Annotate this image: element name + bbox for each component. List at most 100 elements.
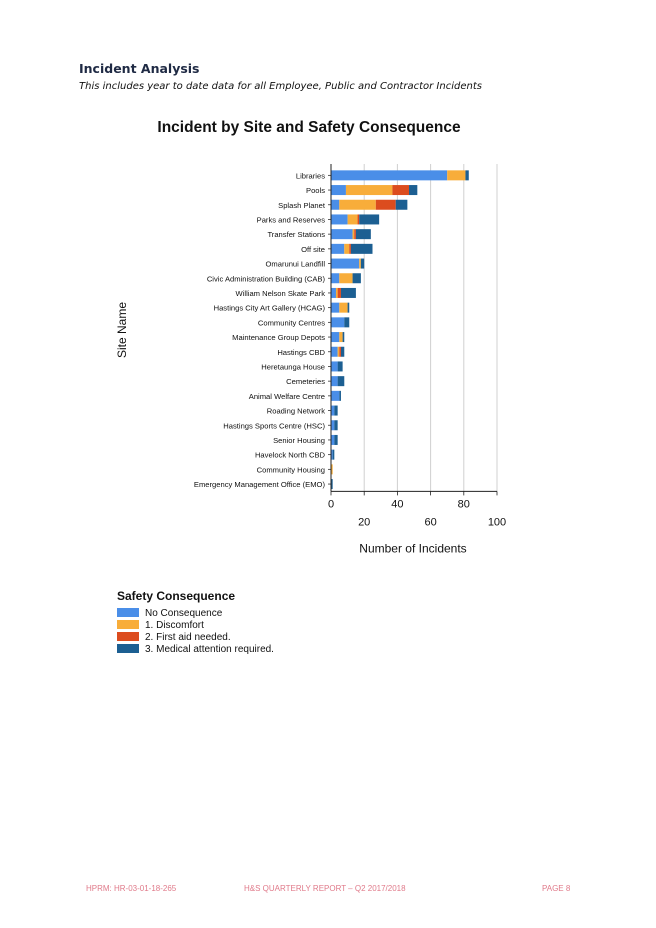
bar-12-series-0 xyxy=(331,346,338,357)
bar-8-series-1 xyxy=(335,287,338,298)
bar-14-series-3 xyxy=(337,376,345,387)
bar-11-series-3 xyxy=(342,332,345,343)
bar-6-series-3 xyxy=(360,258,365,269)
legend-label-1: 1. Discomfort xyxy=(145,620,204,631)
legend-label-3: 3. Medical attention required. xyxy=(145,644,274,655)
bar-7-series-1 xyxy=(339,273,353,284)
bar-1-series-3 xyxy=(409,185,418,196)
bar-11-series-1 xyxy=(339,332,343,343)
x-tick-label-20: 20 xyxy=(358,516,370,528)
category-label-8: William Nelson Skate Park xyxy=(236,289,326,298)
footer-reference: HPRM: HR-03-01-18-265 xyxy=(86,884,177,893)
bar-15-series-3 xyxy=(339,390,341,401)
legend-title: Safety Consequence xyxy=(117,589,235,603)
bar-13-series-3 xyxy=(337,361,343,372)
category-label-18: Senior Housing xyxy=(273,436,325,445)
category-label-16: Roading Network xyxy=(267,407,325,416)
bar-3-series-3 xyxy=(359,214,380,225)
bar-1-series-2 xyxy=(392,185,410,196)
bar-3-series-2 xyxy=(357,214,360,225)
bar-21-series-3 xyxy=(331,479,333,490)
bar-8-series-3 xyxy=(340,287,356,298)
category-label-14: Cemeteries xyxy=(286,377,325,386)
bar-15-series-0 xyxy=(331,390,340,401)
category-label-6: Omarunui Landfill xyxy=(265,260,325,269)
bar-0-series-0 xyxy=(331,170,448,181)
bar-8-series-2 xyxy=(337,287,341,298)
y-axis-label: Site Name xyxy=(115,302,129,358)
category-label-20: Community Housing xyxy=(257,465,325,474)
bar-7-series-0 xyxy=(331,273,340,284)
bar-9-series-3 xyxy=(347,302,350,313)
bar-1-series-0 xyxy=(331,185,346,196)
bar-16-series-3 xyxy=(334,405,338,416)
bar-7-series-3 xyxy=(352,273,361,284)
footer-report-title: H&S QUARTERLY REPORT – Q2 2017/2018 xyxy=(244,884,406,893)
category-label-10: Community Centres xyxy=(258,318,325,327)
bar-8-series-0 xyxy=(331,287,336,298)
incident-chart: Incident by Site and Safety Consequence L… xyxy=(115,119,506,655)
category-label-12: Hastings CBD xyxy=(277,348,325,357)
bar-10-series-3 xyxy=(344,317,350,328)
bar-17-series-0 xyxy=(331,420,335,431)
bar-19-series-0 xyxy=(331,449,333,460)
bar-0-series-1 xyxy=(447,170,466,181)
legend-label-0: No Consequence xyxy=(145,608,223,619)
legend-swatch-2 xyxy=(117,632,139,641)
bar-4-series-1 xyxy=(352,229,355,240)
footer-page-number: PAGE 8 xyxy=(542,884,571,893)
category-label-5: Off site xyxy=(301,245,325,254)
bar-2-series-1 xyxy=(339,199,376,210)
x-tick-label-40: 40 xyxy=(391,498,403,510)
bar-12-series-1 xyxy=(337,346,340,357)
category-label-0: Libraries xyxy=(296,171,325,180)
bar-11-series-0 xyxy=(331,332,340,343)
bar-3-series-0 xyxy=(331,214,348,225)
category-label-3: Parks and Reserves xyxy=(257,215,326,224)
legend-swatch-1 xyxy=(117,620,139,629)
bar-1-series-1 xyxy=(345,185,393,196)
category-label-9: Hastings City Art Gallery (HCAG) xyxy=(214,304,326,313)
bar-5-series-0 xyxy=(331,243,345,254)
bar-5-series-1 xyxy=(344,243,350,254)
x-tick-label-0: 0 xyxy=(328,498,334,510)
bar-9-series-0 xyxy=(331,302,340,313)
bar-6-series-1 xyxy=(359,258,361,269)
bar-2-series-0 xyxy=(331,199,340,210)
bar-4-series-2 xyxy=(354,229,356,240)
bar-12-series-3 xyxy=(340,346,345,357)
bar-14-series-0 xyxy=(331,376,338,387)
bar-13-series-0 xyxy=(331,361,338,372)
bar-2-series-2 xyxy=(375,199,396,210)
bar-12-series-2 xyxy=(339,346,341,357)
bar-5-series-2 xyxy=(349,243,351,254)
bar-10-series-0 xyxy=(331,317,345,328)
category-label-2: Splash Planet xyxy=(278,201,326,210)
category-label-13: Heretaunga House xyxy=(261,362,325,371)
category-label-15: Animal Welfare Centre xyxy=(249,392,325,401)
x-tick-label-80: 80 xyxy=(458,498,470,510)
bar-18-series-3 xyxy=(334,434,338,445)
chart-title: Incident by Site and Safety Consequence xyxy=(157,119,461,136)
category-label-21: Emergency Management Office (EMO) xyxy=(194,480,326,489)
bar-2-series-3 xyxy=(395,199,408,210)
category-label-1: Pools xyxy=(306,186,325,195)
bar-19-series-3 xyxy=(332,449,335,460)
x-tick-label-60: 60 xyxy=(424,516,436,528)
category-label-17: Hastings Sports Centre (HSC) xyxy=(223,421,325,430)
bar-17-series-3 xyxy=(334,420,338,431)
bar-20-series-1 xyxy=(331,464,333,475)
category-label-11: Maintenance Group Depots xyxy=(232,333,325,342)
category-label-19: Havelock North CBD xyxy=(255,451,326,460)
category-label-7: Civic Administration Building (CAB) xyxy=(207,274,326,283)
bar-0-series-3 xyxy=(465,170,469,181)
bar-6-series-0 xyxy=(331,258,360,269)
bar-18-series-0 xyxy=(331,434,335,445)
legend-label-2: 2. First aid needed. xyxy=(145,632,231,643)
legend-swatch-3 xyxy=(117,644,139,653)
x-axis-label: Number of Incidents xyxy=(359,541,466,555)
bar-5-series-3 xyxy=(350,243,373,254)
bar-3-series-1 xyxy=(347,214,358,225)
bar-4-series-0 xyxy=(331,229,353,240)
category-label-4: Transfer Stations xyxy=(267,230,325,239)
